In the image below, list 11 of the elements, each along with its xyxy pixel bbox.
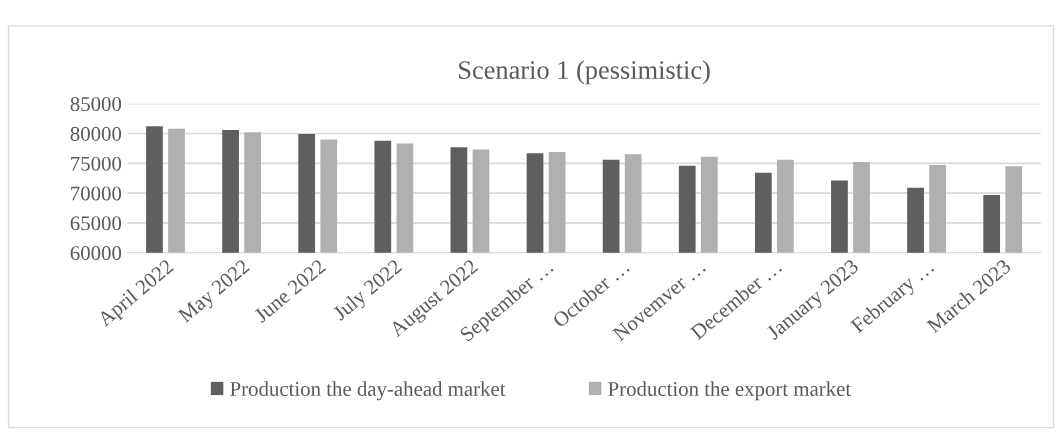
y-tick-label: 65000 bbox=[70, 216, 122, 231]
y-tick-label: 80000 bbox=[70, 126, 122, 141]
y-tick-label: 85000 bbox=[70, 97, 122, 112]
y-tick-label: 60000 bbox=[70, 246, 122, 261]
x-tick-label: May 2022 bbox=[177, 258, 253, 327]
y-tick-label: 70000 bbox=[71, 186, 122, 201]
chart-title: Scenario 1 (pessimistic) bbox=[459, 60, 710, 85]
legend-label: Production the day-ahead market bbox=[230, 381, 506, 401]
y-tick-label: 75000 bbox=[71, 156, 122, 171]
legend-label: Production the export market bbox=[608, 381, 852, 401]
x-tick-label: June 2022 bbox=[253, 258, 327, 324]
